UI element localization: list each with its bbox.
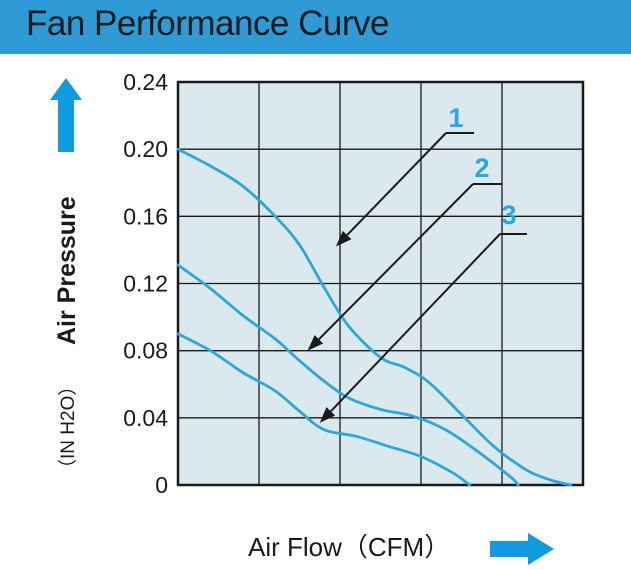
x-axis-label: Air Flow（CFM） (248, 532, 450, 562)
arrow-right-icon (490, 533, 554, 565)
curve-series-3 (176, 332, 471, 487)
grid (178, 82, 583, 485)
title-bar: Fan Performance Curve (0, 0, 631, 54)
y-axis-label: Air Pressure (53, 196, 81, 345)
curve-series-2 (176, 263, 520, 487)
y-axis-label-group: Air Pressure （IN H2O） (50, 78, 82, 478)
plot-border (176, 80, 585, 487)
callout-arrowhead (307, 335, 324, 351)
y-tick-label: 0.04 (123, 405, 168, 431)
y-tick-label: 0.24 (123, 69, 168, 95)
callout-leader (318, 183, 474, 341)
y-axis-unit: （IN H2O） (57, 377, 79, 478)
y-tick-label: 0.20 (123, 136, 168, 162)
x-axis-label-group: Air Flow（CFM） (248, 532, 554, 565)
curve-series-1 (176, 147, 573, 487)
callout-leader (330, 233, 501, 412)
callout-label-2: 2 (474, 153, 489, 183)
y-tick-label: 0.08 (123, 338, 168, 364)
y-tick-label: 0.16 (123, 203, 168, 229)
curves (176, 147, 573, 487)
callout-label-1: 1 (448, 103, 463, 133)
callout-arrowhead (319, 407, 336, 423)
arrow-up-icon (50, 78, 82, 152)
callout-arrowhead (335, 230, 352, 247)
annotations: 123 (307, 103, 527, 423)
y-tick-label: 0 (155, 472, 168, 498)
y-tick-label: 0.12 (123, 271, 168, 297)
page-title: Fan Performance Curve (26, 4, 389, 43)
y-axis-ticks: 0.24 0.20 0.16 0.12 0.08 0.04 0 (123, 69, 168, 498)
callout-leader (346, 132, 447, 236)
callout-label-3: 3 (501, 200, 516, 230)
